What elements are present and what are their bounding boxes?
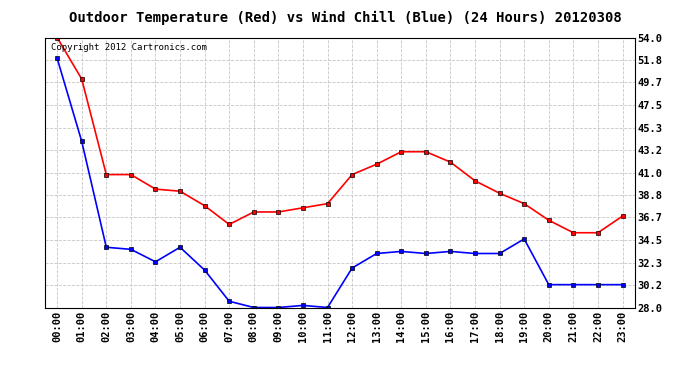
Text: Outdoor Temperature (Red) vs Wind Chill (Blue) (24 Hours) 20120308: Outdoor Temperature (Red) vs Wind Chill …	[68, 11, 622, 26]
Text: Copyright 2012 Cartronics.com: Copyright 2012 Cartronics.com	[51, 43, 206, 52]
